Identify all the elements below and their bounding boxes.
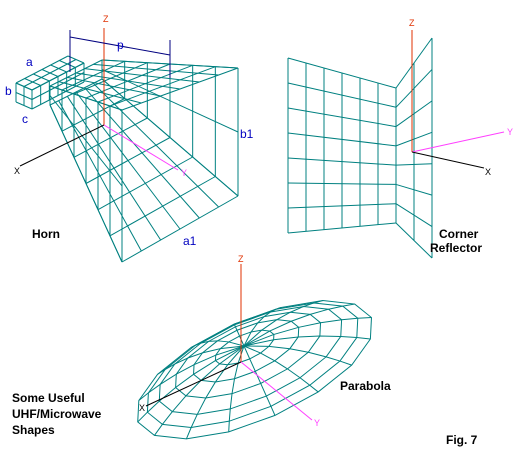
parabola-rib-line: [243, 345, 352, 366]
horn-flare-grid-line: [85, 137, 171, 184]
parabola-rib-line: [243, 300, 323, 347]
corner-reflector-grid-line: [287, 82, 397, 108]
corner-reflector-grid-line: [395, 203, 433, 227]
corner-reflector-grid-line: [395, 222, 433, 259]
horn-dim-a-label: a: [26, 55, 33, 69]
parabola-y-axis: [240, 361, 313, 421]
horn-waveguide-grid-line: [31, 62, 85, 91]
parabola-x-axis: [145, 361, 242, 407]
horn-dim-b1-label: b1: [240, 127, 254, 141]
parabola-rib-line: [243, 345, 276, 416]
horn-flare-grid-line: [49, 59, 103, 87]
horn-dimension-lines: [69, 30, 171, 78]
parabola-rib-line: [157, 345, 245, 375]
horn-p-dimension-line: [69, 36, 171, 56]
horn-y-axis-label: Y: [181, 168, 187, 178]
horn-waveguide-grid-line: [15, 101, 33, 110]
corner-reflector-grid-line: [395, 163, 433, 166]
corner-reflector-grid-line: [287, 203, 397, 209]
parabola-rib-line: [233, 323, 245, 347]
figure-number: Fig. 7: [446, 433, 478, 447]
horn-x-axis-label: X: [14, 166, 20, 176]
horn-waveguide-grid-line: [15, 55, 69, 84]
parabola-caption: Parabola: [340, 379, 391, 393]
corner-reflector-y-axis: [411, 131, 505, 153]
corner-reflector-antenna: Z Y X Corner Reflector: [287, 18, 513, 259]
corner-reflector-grid-line: [287, 132, 397, 147]
horn-dim-c-label: c: [22, 112, 28, 126]
corner-reflector-grid-line: [395, 100, 433, 127]
corner-reflector-grid-line: [395, 183, 433, 196]
horn-dim-b-label: b: [5, 84, 12, 98]
horn-waveguide-grid-line: [23, 59, 77, 87]
horn-waveguide-grid-line: [15, 82, 33, 91]
horn-z-axis-label: Z: [103, 14, 109, 24]
corner-reflector-grid-line: [287, 107, 397, 128]
parabola-rib-line: [190, 340, 245, 348]
horn-waveguide-grid-line: [31, 72, 85, 100]
parabola-x-axis-label: X: [139, 403, 145, 413]
horn-flare-grid-line: [97, 64, 193, 103]
horn-caption: Horn: [32, 227, 60, 241]
parabola-antenna: Z X Y Parabola: [137, 254, 391, 440]
parabola-z-axis-label: Z: [238, 254, 244, 264]
parabola-rib-line: [243, 317, 372, 347]
parabola-rib-line: [137, 345, 245, 423]
parabola-rib-line: [185, 345, 245, 440]
horn-flare-grid-line: [109, 66, 216, 107]
horn-y-axis: [103, 124, 179, 171]
parabola-rib-line: [243, 345, 319, 393]
horn-antenna: Z X Y a b c p b1 a1 Horn: [5, 14, 254, 263]
corner-reflector-grid-line: [287, 222, 397, 234]
horn-x-axis: [19, 124, 105, 167]
parabola-y-axis-label: Y: [314, 418, 320, 428]
figure-caption-line3: Shapes: [12, 423, 55, 437]
parabola-rib-line: [138, 345, 245, 401]
horn-axes: [19, 28, 179, 171]
corner-reflector-grid-line: [395, 69, 433, 108]
figure-caption-line1: Some Useful: [12, 391, 85, 405]
corner-reflector-grid-line: [395, 37, 433, 89]
corner-reflector-wireframe: [287, 37, 433, 259]
corner-x-axis-label: X: [485, 167, 491, 177]
corner-reflector-x-axis: [411, 151, 485, 169]
parabola-axes: [145, 264, 313, 421]
horn-waveguide-grid-line: [15, 92, 33, 100]
horn-dim-p-label: p: [117, 38, 124, 52]
horn-flare-grid-line: [97, 156, 193, 211]
parabola-rib-line: [154, 345, 245, 436]
corner-reflector-grid-line: [287, 157, 397, 166]
corner-z-axis-label: Z: [409, 18, 415, 28]
corner-reflector-caption-line2: Reflector: [430, 241, 482, 255]
corner-y-axis-label: Y: [507, 127, 513, 137]
horn-dim-a1-label: a1: [183, 234, 197, 248]
horn-flare-grid-line: [121, 195, 239, 263]
corner-reflector-grid-line: [287, 182, 397, 185]
horn-flare-grid-line: [49, 78, 103, 106]
horn-flare-grid-line: [121, 67, 239, 111]
horn-flare-grid-line: [61, 60, 125, 91]
corner-reflector-grid-line: [287, 57, 397, 89]
parabola-rib-line: [243, 303, 355, 347]
parabola-rib-line: [243, 335, 371, 347]
parabola-wireframe: [137, 300, 372, 440]
corner-reflector-caption-line1: Corner: [439, 227, 479, 241]
horn-waveguide-grid-line: [31, 81, 85, 110]
horn-flare-grid-line: [109, 176, 216, 237]
parabola-rib-line: [243, 307, 281, 347]
horn-flare-grid-line: [61, 98, 125, 132]
figure-caption-line2: UHF/Microwave: [12, 407, 102, 421]
corner-reflector-axes: [411, 30, 505, 169]
corner-reflector-grid-line: [395, 131, 433, 147]
